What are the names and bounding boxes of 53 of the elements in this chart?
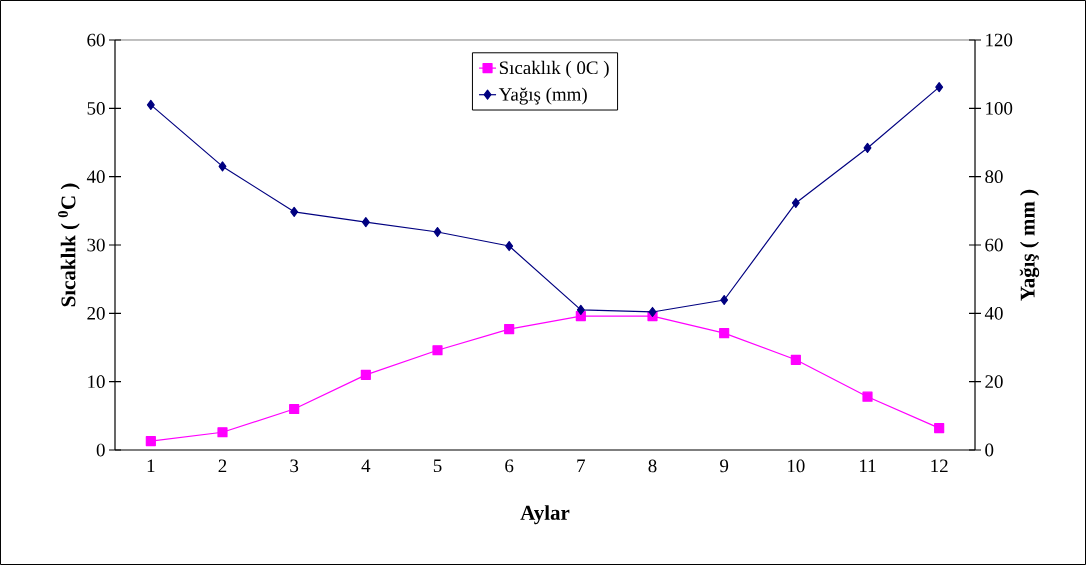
y2-tick-label: 40 bbox=[984, 306, 1003, 320]
x-tick-label: 4 bbox=[361, 459, 371, 472]
point bbox=[146, 99, 155, 110]
x-tick-label: 10 bbox=[788, 459, 805, 473]
point bbox=[289, 403, 300, 415]
y-tick-label: 50 bbox=[87, 101, 105, 115]
x-tick-label: 3 bbox=[290, 459, 299, 473]
x-tick-label: 12 bbox=[931, 459, 948, 473]
point bbox=[505, 240, 514, 252]
y-tick-label: 0 bbox=[96, 443, 105, 457]
y2-axis-title: Yağış ( mm ) bbox=[1019, 189, 1040, 301]
y-axis-title: Sıcaklık ( $^{0}$C ) bbox=[58, 183, 80, 307]
point bbox=[217, 427, 228, 438]
point bbox=[432, 345, 443, 356]
y2-tick-label: 0 bbox=[985, 443, 994, 457]
x-tick-label: 8 bbox=[648, 459, 657, 473]
x-tick-label: 5 bbox=[433, 459, 442, 473]
y2-tick-label: 100 bbox=[986, 101, 1013, 115]
y2-tick-label: 60 bbox=[985, 238, 1003, 252]
y-tick-label: 30 bbox=[87, 238, 105, 252]
point bbox=[576, 304, 585, 315]
y2-tick-label: 20 bbox=[985, 375, 1003, 389]
y-tick-label: 10 bbox=[88, 375, 105, 389]
point bbox=[862, 391, 873, 402]
x-tick-label: 6 bbox=[505, 459, 514, 473]
point bbox=[719, 328, 730, 339]
legend-label: Yağış (mm) bbox=[498, 87, 587, 105]
point bbox=[720, 294, 729, 306]
y-tick-label: 20 bbox=[87, 306, 105, 320]
y2-tick-label: 80 bbox=[985, 170, 1003, 184]
point bbox=[648, 306, 657, 318]
y2-tick-label: 120 bbox=[986, 33, 1013, 47]
point bbox=[361, 217, 370, 228]
point bbox=[504, 323, 515, 335]
x-tick-label: 11 bbox=[860, 459, 876, 473]
point bbox=[790, 354, 801, 365]
point bbox=[934, 423, 945, 434]
point bbox=[935, 82, 944, 93]
y-tick-label: 40 bbox=[86, 170, 105, 184]
point bbox=[290, 206, 299, 217]
x-tick-label: 2 bbox=[218, 459, 227, 473]
y-tick-label: 60 bbox=[87, 33, 105, 47]
legend-label: Sıcaklık ( 0C ) bbox=[499, 60, 609, 78]
x-tick-label: 1 bbox=[147, 459, 155, 473]
x-tick-label: 9 bbox=[720, 459, 729, 473]
x-axis-title: Aylar bbox=[520, 505, 570, 525]
point bbox=[218, 161, 227, 172]
point bbox=[791, 197, 800, 209]
point bbox=[863, 142, 872, 154]
x-tick-label: 7 bbox=[577, 459, 586, 472]
point bbox=[433, 226, 442, 238]
point bbox=[360, 369, 371, 380]
point bbox=[145, 436, 156, 447]
